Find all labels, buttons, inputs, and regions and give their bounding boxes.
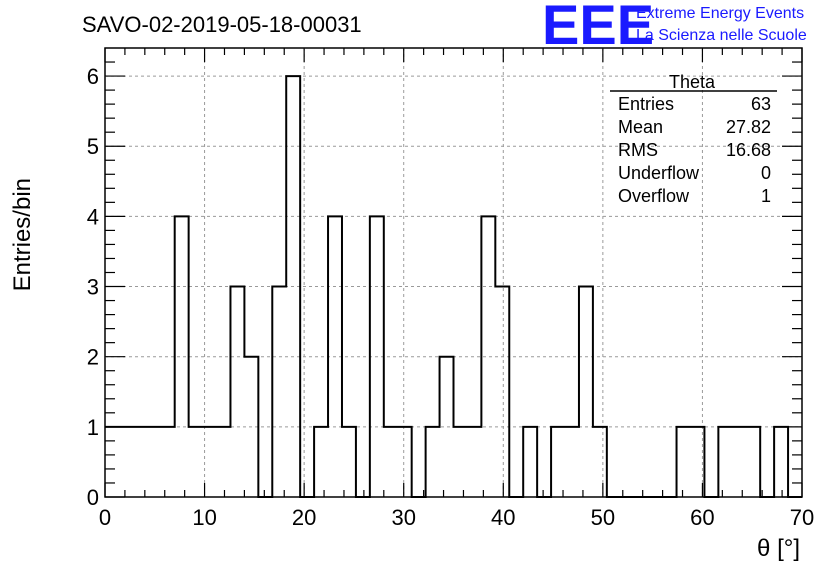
histogram-bin xyxy=(105,427,119,497)
x-tick-label: 10 xyxy=(192,505,216,530)
x-tick-label: 60 xyxy=(690,505,714,530)
brand-line-2: La Scienza nelle Scuole xyxy=(636,27,807,44)
y-tick-labels: 0 1 2 3 4 5 6 xyxy=(87,64,99,510)
stats-title: Theta xyxy=(669,72,716,92)
x-tick-label: 40 xyxy=(491,505,515,530)
y-tick-label: 4 xyxy=(87,204,99,229)
histogram-bin xyxy=(551,427,565,497)
histogram-line xyxy=(105,75,802,498)
histogram-bin xyxy=(732,427,746,497)
histogram-bin xyxy=(677,427,691,497)
y-tick-label: 2 xyxy=(87,345,99,370)
x-tick-label: 50 xyxy=(591,505,615,530)
stats-label: Overflow xyxy=(618,186,690,206)
histogram-bin xyxy=(161,427,175,497)
histogram-bin xyxy=(495,287,509,497)
histogram-bin xyxy=(272,287,286,497)
histogram-bin xyxy=(230,287,244,497)
histogram-bin xyxy=(175,216,189,497)
stats-value: 27.82 xyxy=(726,117,771,137)
histogram-bin xyxy=(217,427,231,497)
histogram-bin xyxy=(119,427,133,497)
grid-lines xyxy=(105,48,802,497)
stats-value: 0 xyxy=(761,163,771,183)
y-tick-label: 3 xyxy=(87,275,99,300)
x-tick-label: 70 xyxy=(790,505,814,530)
brand-line-1: Extreme Energy Events xyxy=(636,5,804,22)
histogram-bin xyxy=(718,427,732,497)
histogram-bin xyxy=(454,427,468,497)
x-tick-label: 0 xyxy=(99,505,111,530)
y-tick-label: 1 xyxy=(87,415,99,440)
x-tick-labels: 0 10 20 30 40 50 60 70 xyxy=(99,505,814,530)
histogram-bin xyxy=(579,287,593,497)
stats-value: 16.68 xyxy=(726,140,771,160)
stats-rows: Entries 63 Mean 27.82 RMS 16.68 Underflow 0 Over… xyxy=(618,94,771,206)
stats-label: Mean xyxy=(618,117,663,137)
x-axis-label: θ [°] xyxy=(757,535,800,562)
y-tick-label: 6 xyxy=(87,64,99,89)
histogram-bin xyxy=(774,427,788,497)
plot-frame xyxy=(104,47,803,498)
histogram-bin xyxy=(342,427,356,497)
plot-area xyxy=(104,47,803,498)
y-axis-label: Entries/bin xyxy=(9,178,36,291)
histogram-bin xyxy=(133,427,147,497)
axis-ticks xyxy=(104,48,803,498)
y-tick-label: 0 xyxy=(87,485,99,510)
stats-label: Underflow xyxy=(618,163,700,183)
eee-logo: EEE xyxy=(542,0,654,56)
x-tick-label: 30 xyxy=(391,505,415,530)
stats-box: Theta Entries 63 Mean 27.82 RMS 16.68 Underflo… xyxy=(610,72,777,206)
histogram-bin xyxy=(398,427,412,497)
histogram-bin xyxy=(746,427,760,497)
y-tick-label: 5 xyxy=(87,134,99,159)
histogram-bin xyxy=(426,427,440,497)
histogram-bin xyxy=(593,427,607,497)
stats-value: 63 xyxy=(751,94,771,114)
x-tick-label: 20 xyxy=(292,505,316,530)
histogram-bin xyxy=(565,427,579,497)
stats-label: Entries xyxy=(618,94,674,114)
histogram-bin xyxy=(189,427,203,497)
stats-label: RMS xyxy=(618,140,658,160)
stats-value: 1 xyxy=(761,186,771,206)
histogram-outline xyxy=(105,75,802,498)
chart-title: SAVO-02-2019-05-18-00031 xyxy=(82,12,362,37)
histogram-bin xyxy=(523,427,537,497)
eee-branding: EEE Extreme Energy Events La Scienza nel… xyxy=(542,0,807,56)
histogram-bin xyxy=(467,427,481,497)
histogram-bin xyxy=(314,427,328,497)
histogram-bin xyxy=(384,427,398,497)
histogram-bin xyxy=(147,427,161,497)
